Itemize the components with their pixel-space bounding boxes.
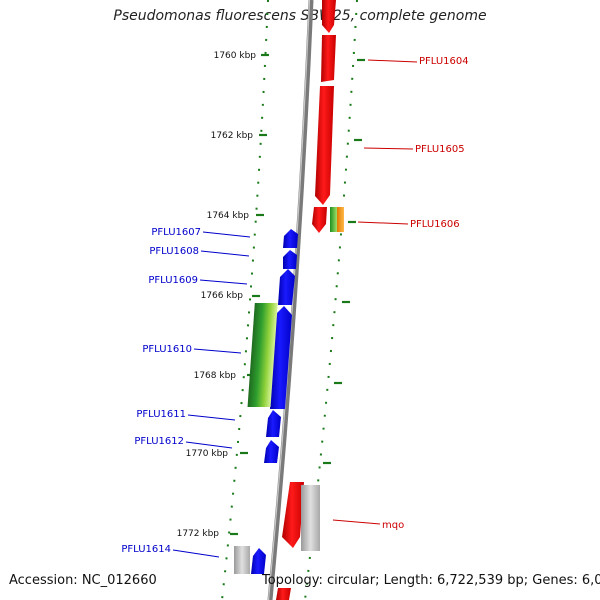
gene-arrow-forward[interactable] bbox=[322, 0, 336, 33]
kbp-label: 1772 kbp bbox=[177, 529, 220, 539]
inner-dotted-ring bbox=[221, 0, 269, 600]
gene-label-pflu1611[interactable]: PFLU1611 bbox=[136, 409, 186, 420]
gene-leader-lines bbox=[172, 59, 418, 558]
kbp-label: 1764 kbp bbox=[207, 211, 250, 221]
gene-pflu1606-arrow[interactable] bbox=[312, 207, 327, 233]
gene-cog-orange-marker bbox=[337, 207, 344, 232]
genome-backbone bbox=[267, 0, 314, 600]
leader-line-pflu1610 bbox=[193, 348, 242, 354]
gene-pflu1608-arrow[interactable] bbox=[283, 250, 297, 269]
outer-dotted-ring bbox=[304, 0, 358, 600]
gene-label-pflu1612[interactable]: PFLU1612 bbox=[134, 436, 184, 447]
gene-label-pflu1605[interactable]: PFLU1605 bbox=[415, 144, 465, 155]
kbp-label: 1768 kbp bbox=[194, 371, 237, 381]
leader-line-pflu1605 bbox=[363, 147, 414, 150]
leader-line-mqo bbox=[332, 519, 381, 525]
gene-pflu1614-gray-marker bbox=[234, 546, 250, 574]
leader-line-pflu1609 bbox=[199, 279, 248, 285]
gene-pflu1604-arrow[interactable] bbox=[321, 35, 336, 82]
leader-line-pflu1608 bbox=[200, 250, 250, 257]
kbp-label: 1762 kbp bbox=[211, 131, 254, 141]
genome-title: Pseudomonas fluorescens SBW25, complete … bbox=[113, 8, 487, 24]
leader-line-pflu1612 bbox=[185, 441, 233, 449]
gene-label-pflu1614[interactable]: PFLU1614 bbox=[121, 544, 171, 555]
gene-pflu1605-arrow[interactable] bbox=[315, 86, 334, 205]
gene-mqo-gray-marker bbox=[301, 485, 320, 551]
accession-text: Accession: NC_012660 bbox=[9, 573, 157, 588]
gene-pflu1612-arrow[interactable] bbox=[264, 440, 279, 463]
gene-pflu1614-arrow[interactable] bbox=[251, 548, 266, 574]
gene-label-mqo[interactable]: mqo bbox=[382, 520, 404, 531]
kbp-label: 1770 kbp bbox=[186, 449, 229, 459]
gene-label-pflu1604[interactable]: PFLU1604 bbox=[419, 56, 469, 67]
kbp-label: 1760 kbp bbox=[214, 51, 257, 61]
genome-backbone-highlight bbox=[267, 0, 311, 600]
gene-label-pflu1608[interactable]: PFLU1608 bbox=[149, 246, 199, 257]
gene-pflu1607-arrow[interactable] bbox=[283, 229, 298, 248]
gene-pflu1610-cog-marker bbox=[247, 303, 278, 407]
leader-line-pflu1604 bbox=[367, 59, 418, 63]
gene-cog-green-marker bbox=[330, 207, 337, 232]
leader-line-pflu1614 bbox=[172, 549, 220, 558]
gene-label-pflu1606[interactable]: PFLU1606 bbox=[410, 219, 460, 230]
gene-label-pflu1609[interactable]: PFLU1609 bbox=[148, 275, 198, 286]
topology-text: Topology: circular; Length: 6,722,539 bp… bbox=[262, 573, 600, 588]
gene-mqo-arrow[interactable] bbox=[282, 482, 304, 548]
gene-pflu1609-arrow[interactable] bbox=[278, 269, 295, 305]
kbp-label: 1766 kbp bbox=[201, 291, 244, 301]
gene-label-pflu1610[interactable]: PFLU1610 bbox=[142, 344, 192, 355]
leader-line-pflu1611 bbox=[187, 414, 236, 421]
leader-line-pflu1606 bbox=[357, 221, 409, 225]
leader-line-pflu1607 bbox=[202, 231, 251, 238]
gene-pflu1611-arrow[interactable] bbox=[266, 410, 281, 437]
gene-label-pflu1607[interactable]: PFLU1607 bbox=[151, 227, 201, 238]
gene-arrow-forward[interactable] bbox=[276, 588, 291, 600]
